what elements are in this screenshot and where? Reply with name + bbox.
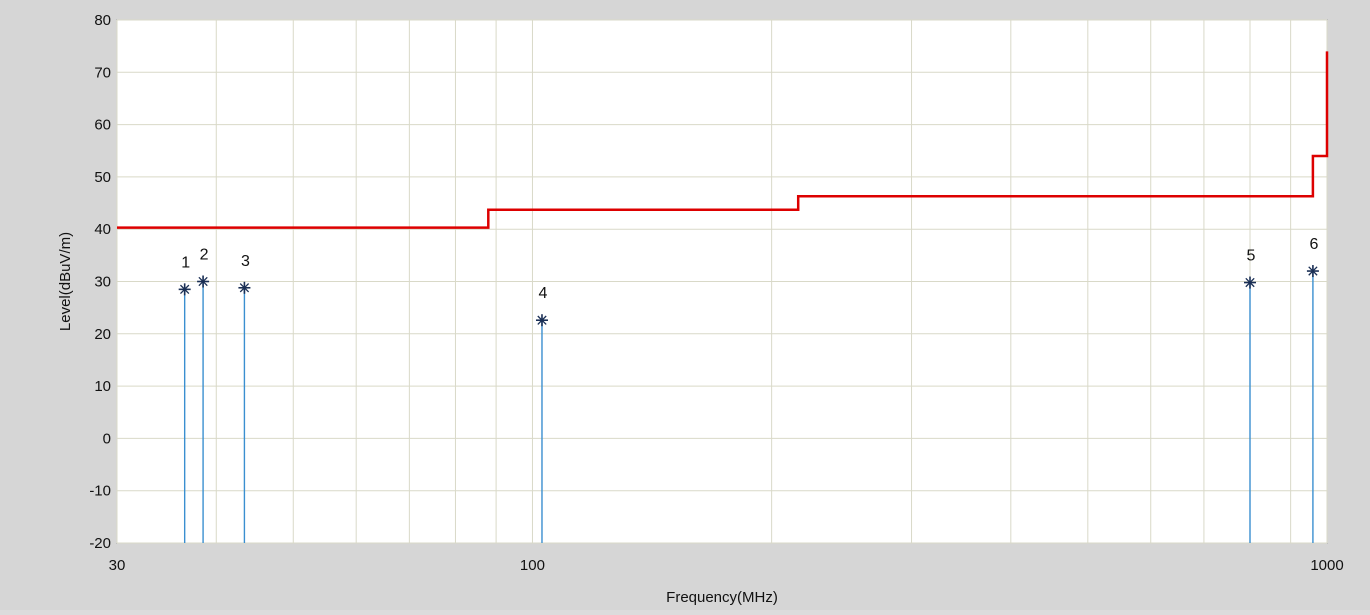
star-stroke [1245, 277, 1255, 288]
y-tick-labels: -20 -10 0 10 20 30 40 50 60 70 80 [89, 12, 111, 552]
markers-group: 1 2 3 4 5 6 [178, 236, 1319, 543]
star-stroke [1308, 266, 1318, 276]
marker-star [1306, 265, 1319, 278]
marker-label: 1 [181, 254, 190, 271]
marker-label: 5 [1247, 248, 1256, 265]
marker-label: 6 [1309, 236, 1318, 253]
x-tick-label: 30 [109, 557, 126, 574]
marker-star [178, 283, 191, 296]
y-tick-label: -20 [89, 535, 111, 552]
star-stroke [198, 276, 208, 287]
y-tick-label: 40 [94, 221, 111, 238]
star-stroke [537, 315, 547, 325]
marker-label: 3 [241, 253, 250, 270]
marker-label: 4 [539, 285, 548, 302]
limit-line [117, 51, 1329, 229]
y-tick-label: -10 [89, 483, 111, 500]
y-tick-label: 10 [94, 378, 111, 395]
y-tick-label: 50 [94, 169, 111, 186]
marker-star [1244, 276, 1257, 289]
x-axis-label: Frequency(MHz) [666, 589, 778, 606]
y-tick-label: 60 [94, 117, 111, 134]
marker-label: 2 [200, 247, 209, 264]
x-tick-label: 1000 [1310, 557, 1343, 574]
marker-star [197, 275, 210, 288]
grid [116, 19, 1328, 544]
y-tick-label: 30 [94, 274, 111, 291]
marker-star [238, 281, 251, 294]
y-axis-label: Level(dBuV/m) [57, 232, 74, 331]
star-stroke [180, 284, 190, 295]
x-tick-label: 100 [520, 557, 545, 574]
limit-line-group [117, 51, 1329, 229]
x-tick-labels: 30 100 1000 [109, 557, 1344, 574]
star-stroke [239, 283, 250, 293]
y-tick-label: 0 [103, 430, 111, 447]
marker-star [535, 314, 548, 327]
y-tick-label: 80 [94, 12, 111, 29]
y-tick-label: 20 [94, 326, 111, 343]
y-tick-label: 70 [94, 64, 111, 81]
